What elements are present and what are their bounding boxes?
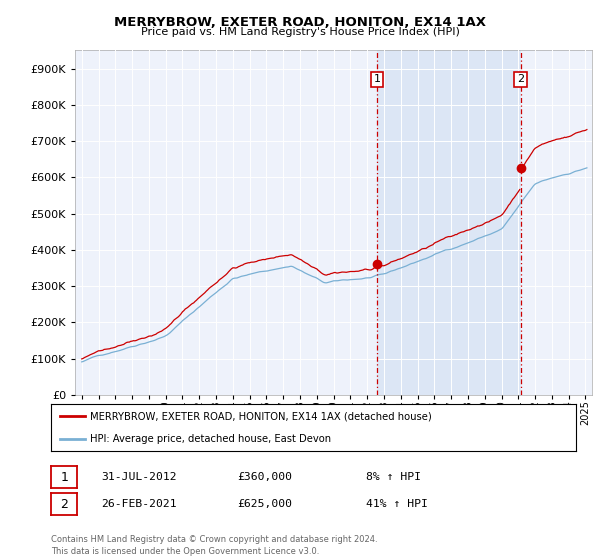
Text: MERRYBROW, EXETER ROAD, HONITON, EX14 1AX (detached house): MERRYBROW, EXETER ROAD, HONITON, EX14 1A…: [91, 412, 432, 422]
Text: 1: 1: [60, 470, 68, 484]
Text: Price paid vs. HM Land Registry's House Price Index (HPI): Price paid vs. HM Land Registry's House …: [140, 27, 460, 37]
Text: 8% ↑ HPI: 8% ↑ HPI: [366, 472, 421, 482]
Bar: [377, 50, 521, 395]
Text: 2: 2: [517, 74, 524, 85]
Text: HPI: Average price, detached house, East Devon: HPI: Average price, detached house, East…: [91, 433, 331, 444]
Text: £625,000: £625,000: [237, 499, 292, 509]
Text: £360,000: £360,000: [237, 472, 292, 482]
Text: 1: 1: [373, 74, 380, 85]
Text: 26-FEB-2021: 26-FEB-2021: [101, 499, 176, 509]
Text: Contains HM Land Registry data © Crown copyright and database right 2024.
This d: Contains HM Land Registry data © Crown c…: [51, 535, 377, 556]
Text: 31-JUL-2012: 31-JUL-2012: [101, 472, 176, 482]
Text: 41% ↑ HPI: 41% ↑ HPI: [366, 499, 428, 509]
Text: MERRYBROW, EXETER ROAD, HONITON, EX14 1AX: MERRYBROW, EXETER ROAD, HONITON, EX14 1A…: [114, 16, 486, 29]
Text: 2: 2: [60, 497, 68, 511]
